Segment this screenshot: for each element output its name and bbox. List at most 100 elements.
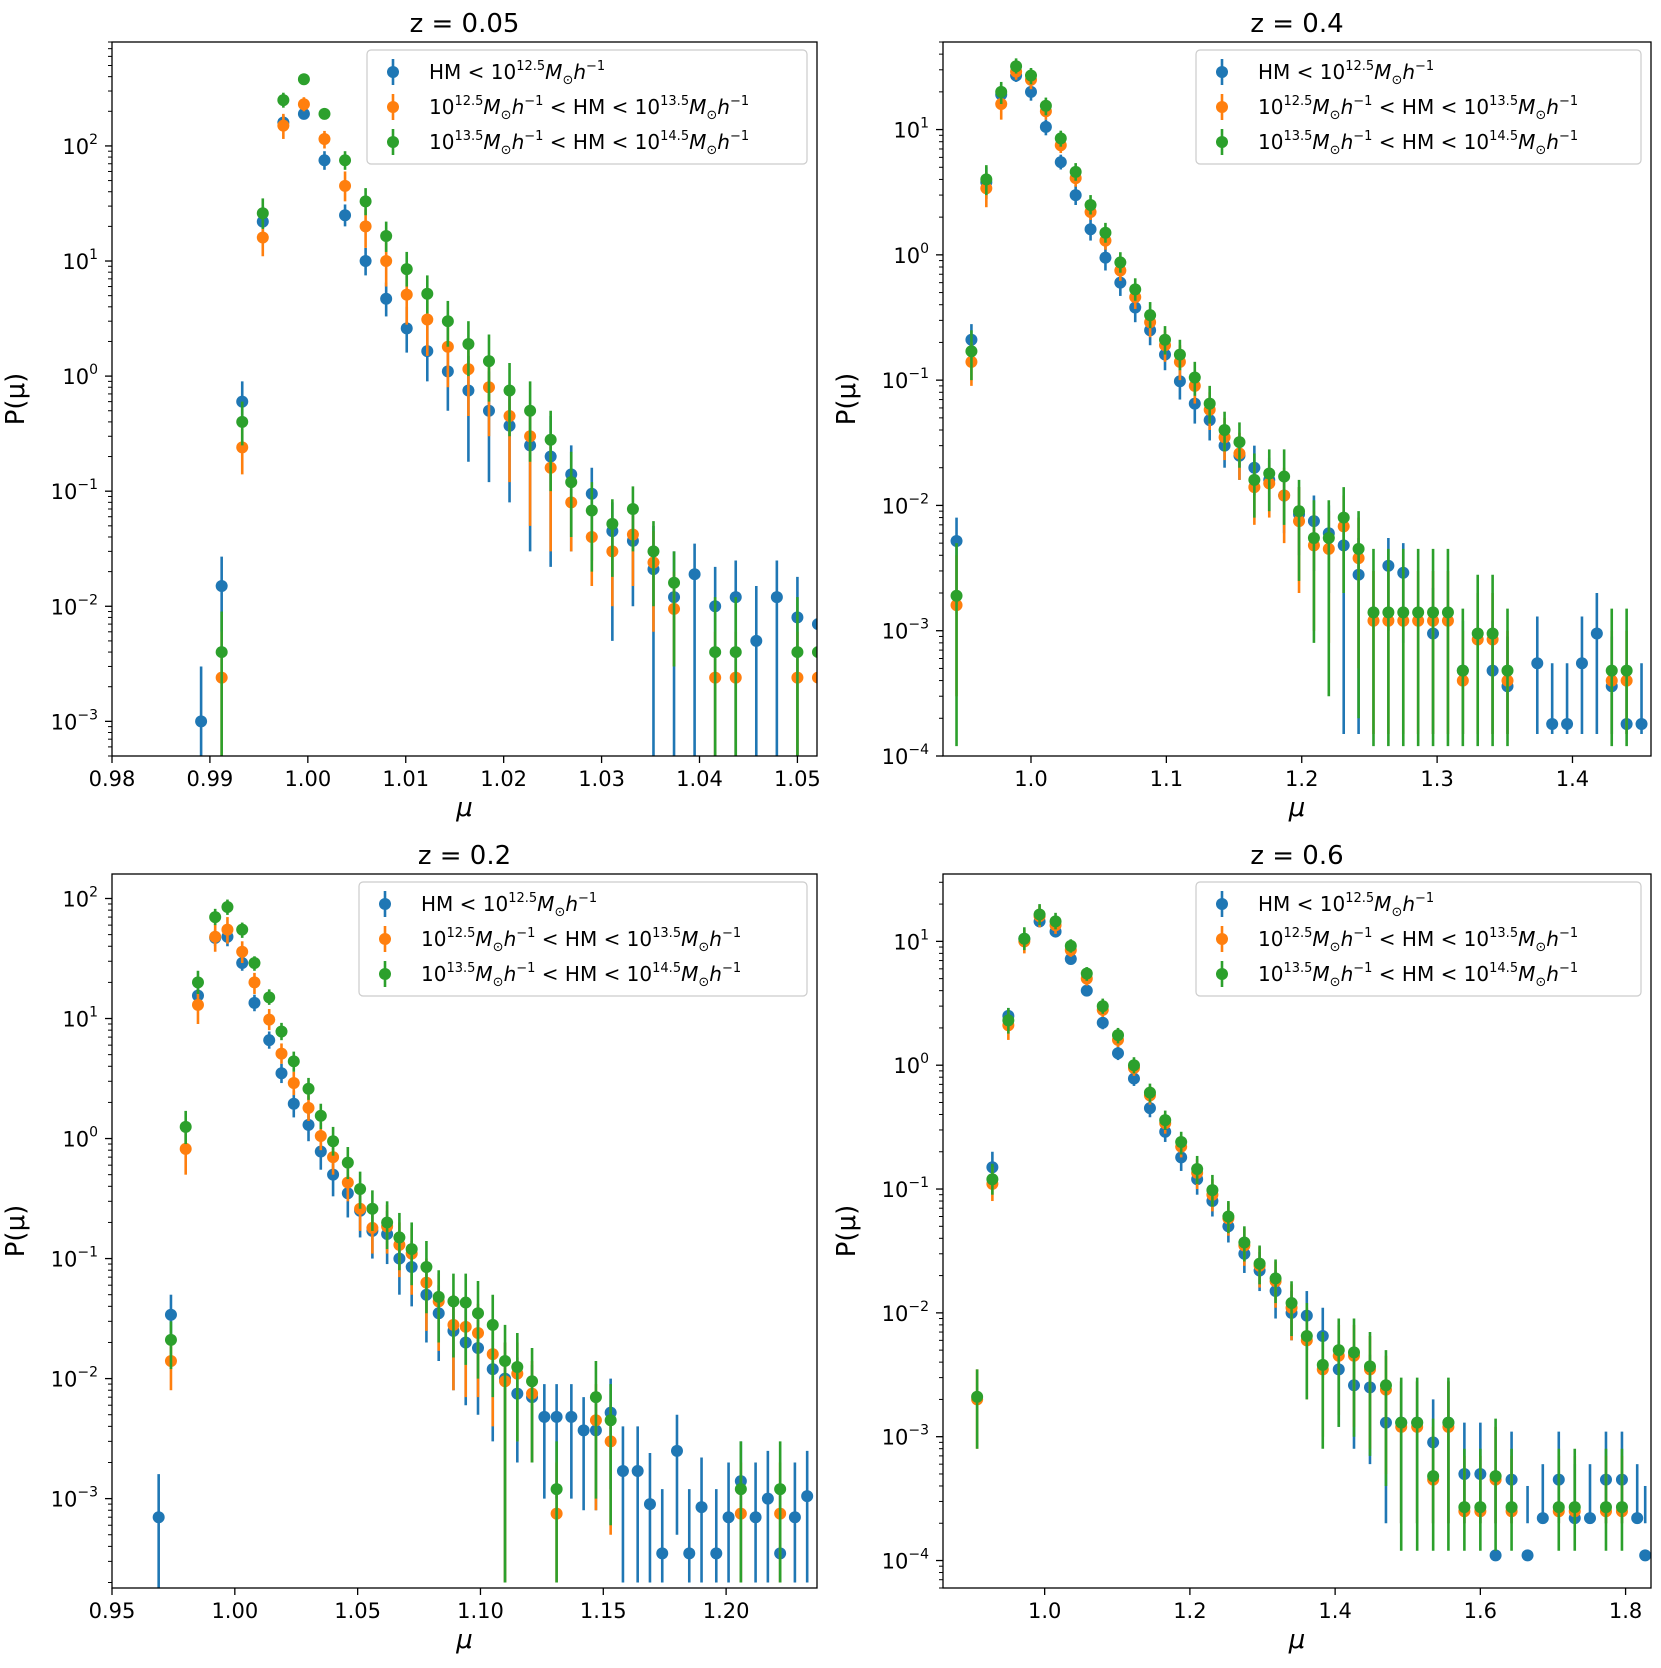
data-point: [1471, 627, 1484, 640]
data-point: [1486, 627, 1499, 640]
data-point: [1382, 606, 1395, 619]
data-point: [314, 1145, 327, 1158]
data-point: [381, 1216, 394, 1229]
data-point: [302, 1082, 315, 1095]
data-point: [297, 98, 310, 111]
data-point: [1203, 397, 1216, 410]
x-tick-label: 1.02: [480, 767, 527, 791]
series-HM_mid: [971, 905, 1628, 1524]
data-point: [1080, 967, 1093, 980]
y-axis-label: P(μ): [832, 373, 862, 426]
data-point: [191, 998, 204, 1011]
data-point: [1456, 664, 1469, 677]
data-layer: [152, 899, 814, 1588]
series-HM_low: [986, 915, 1651, 1562]
data-point: [275, 1067, 288, 1080]
data-point: [734, 1483, 747, 1496]
data-point: [1536, 1512, 1549, 1525]
data-point: [1352, 542, 1365, 555]
data-point: [400, 263, 413, 276]
legend: HM < 1012.5M⊙h−1 1012.5M⊙h−1 < HM < 1013.…: [358, 881, 808, 997]
data-point: [380, 229, 393, 242]
data-point: [1064, 953, 1077, 966]
data-point: [1552, 1501, 1565, 1514]
data-point: [256, 207, 269, 220]
data-point: [544, 433, 557, 446]
y-tick-label: 101: [62, 247, 98, 274]
data-point: [1054, 156, 1067, 169]
data-point: [499, 1355, 512, 1368]
data-point: [801, 1490, 814, 1503]
data-point: [1112, 1029, 1125, 1042]
x-axis-label: μ: [455, 793, 473, 823]
data-point: [287, 1055, 300, 1068]
data-point: [647, 545, 660, 558]
legend-box: [366, 49, 808, 165]
data-point: [400, 288, 413, 301]
data-point: [774, 1483, 787, 1496]
data-point: [420, 1261, 433, 1274]
panel-2: z = 0.4 1.0 1.1 1.2 1.3 1.4 μ 10−4 10−3 10−2 10−1 1…: [832, 9, 1652, 823]
data-point: [670, 1444, 683, 1457]
data-point: [1568, 1501, 1581, 1514]
data-point: [1521, 1549, 1534, 1562]
data-point: [1080, 984, 1093, 997]
data-point: [287, 1097, 300, 1110]
data-point: [215, 646, 228, 659]
data-point: [236, 945, 249, 958]
data-point: [1263, 467, 1276, 480]
legend-marker-point: [1216, 136, 1228, 148]
data-point: [277, 94, 290, 107]
data-point: [1069, 165, 1082, 178]
legend-marker-point: [387, 136, 399, 148]
data-point: [683, 1547, 696, 1560]
data-point: [1127, 1059, 1140, 1072]
y-tick-label: 100: [893, 241, 929, 268]
data-point: [380, 255, 393, 268]
data-point: [1293, 505, 1306, 518]
legend: HM < 1012.5M⊙h−1 1012.5M⊙h−1 < HM < 1013.…: [1195, 881, 1642, 997]
data-point: [164, 1333, 177, 1346]
data-point: [1218, 423, 1231, 436]
data-point: [722, 1511, 735, 1524]
x-tick-label: 1.2: [1173, 1599, 1206, 1623]
data-point: [1599, 1501, 1612, 1514]
y-tick-label: 10−2: [51, 592, 98, 619]
data-point: [1531, 657, 1544, 670]
data-point: [1379, 1379, 1392, 1392]
legend: HM < 1012.5M⊙h−1 1012.5M⊙h−1 < HM < 1013.…: [1195, 49, 1642, 165]
data-point: [668, 576, 681, 589]
data-point: [1024, 85, 1037, 98]
data-point: [1631, 1512, 1644, 1525]
data-point: [626, 503, 639, 516]
data-point: [447, 1295, 460, 1308]
data-point: [359, 195, 372, 208]
data-point: [327, 1151, 340, 1164]
data-point: [604, 1414, 617, 1427]
y-tick-label: 101: [893, 116, 929, 143]
data-point: [770, 591, 783, 604]
y-tick-label: 10−3: [51, 1485, 98, 1512]
legend-label-HM_mid: 1012.5M⊙h−1 < HM < 1013.5M⊙h−1: [421, 926, 741, 955]
data-point: [339, 154, 352, 167]
data-point: [432, 1290, 445, 1303]
y-tick-label: 100: [62, 1125, 98, 1152]
data-point: [179, 1142, 192, 1155]
data-point: [164, 1308, 177, 1321]
data-point: [1127, 1072, 1140, 1085]
data-point: [354, 1182, 367, 1195]
data-point: [971, 1390, 984, 1403]
data-point: [1114, 276, 1127, 289]
data-point: [248, 996, 261, 1009]
data-point: [1099, 251, 1112, 264]
data-point: [577, 1424, 590, 1437]
data-point: [209, 911, 222, 924]
data-point: [393, 1231, 406, 1244]
panel-title: z = 0.05: [410, 9, 520, 39]
data-point: [811, 671, 817, 684]
data-point: [1501, 664, 1514, 677]
data-point: [729, 646, 742, 659]
data-point: [1114, 256, 1127, 269]
y-tick-label: 10−1: [882, 1175, 929, 1202]
data-point: [221, 923, 234, 936]
